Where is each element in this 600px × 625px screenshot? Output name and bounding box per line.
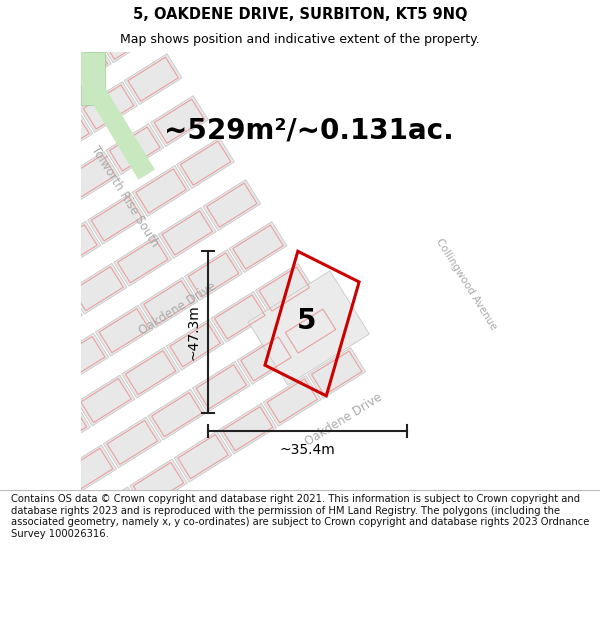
- Polygon shape: [158, 208, 216, 258]
- Text: Oakdene Drive: Oakdene Drive: [303, 391, 385, 449]
- Polygon shape: [61, 151, 119, 202]
- Polygon shape: [98, 12, 156, 62]
- Polygon shape: [203, 180, 261, 231]
- Polygon shape: [0, 542, 53, 593]
- Polygon shape: [6, 361, 64, 412]
- Polygon shape: [193, 361, 250, 412]
- Polygon shape: [140, 278, 198, 328]
- Text: Contains OS data © Crown copyright and database right 2021. This information is : Contains OS data © Crown copyright and d…: [11, 494, 589, 539]
- Text: 5: 5: [297, 308, 316, 336]
- Polygon shape: [35, 109, 93, 161]
- Polygon shape: [0, 207, 30, 258]
- Polygon shape: [0, 459, 1, 509]
- Polygon shape: [40, 515, 98, 566]
- Polygon shape: [9, 68, 67, 118]
- Polygon shape: [114, 236, 172, 286]
- Polygon shape: [151, 96, 208, 147]
- Polygon shape: [51, 333, 109, 384]
- Polygon shape: [80, 82, 137, 132]
- Polygon shape: [103, 417, 161, 468]
- Polygon shape: [0, 96, 22, 146]
- Polygon shape: [81, 52, 105, 104]
- Polygon shape: [0, 277, 11, 328]
- Polygon shape: [177, 138, 235, 189]
- Polygon shape: [308, 348, 365, 399]
- Polygon shape: [148, 389, 206, 440]
- Text: ~47.3m: ~47.3m: [186, 304, 200, 360]
- Polygon shape: [122, 348, 179, 398]
- Polygon shape: [0, 501, 28, 551]
- Polygon shape: [32, 403, 91, 454]
- Polygon shape: [130, 459, 187, 510]
- Polygon shape: [17, 179, 74, 230]
- Polygon shape: [185, 249, 242, 301]
- Polygon shape: [85, 487, 143, 538]
- Polygon shape: [281, 306, 340, 356]
- Text: Tolworth Rise South: Tolworth Rise South: [88, 144, 161, 249]
- Text: ~35.4m: ~35.4m: [280, 443, 335, 457]
- Polygon shape: [0, 571, 9, 621]
- Polygon shape: [14, 472, 72, 524]
- Polygon shape: [237, 334, 295, 384]
- Polygon shape: [0, 389, 20, 439]
- Polygon shape: [69, 263, 127, 314]
- Polygon shape: [0, 319, 38, 370]
- Text: Map shows position and indicative extent of the property.: Map shows position and indicative extent…: [120, 32, 480, 46]
- Polygon shape: [248, 271, 370, 385]
- Text: Collingwood Avenue: Collingwood Avenue: [434, 237, 499, 332]
- Polygon shape: [72, 0, 130, 21]
- Polygon shape: [25, 291, 82, 342]
- Polygon shape: [77, 375, 135, 426]
- Text: 5, OAKDENE DRIVE, SURBITON, KT5 9NQ: 5, OAKDENE DRIVE, SURBITON, KT5 9NQ: [133, 7, 467, 22]
- Polygon shape: [0, 138, 49, 188]
- Polygon shape: [106, 124, 164, 174]
- Polygon shape: [174, 431, 232, 482]
- Polygon shape: [51, 25, 155, 179]
- Polygon shape: [59, 445, 116, 496]
- Text: ~529m²/~0.131ac.: ~529m²/~0.131ac.: [164, 117, 454, 145]
- Text: Oakdene Drive: Oakdene Drive: [136, 279, 218, 337]
- Polygon shape: [53, 39, 111, 91]
- Polygon shape: [88, 194, 145, 244]
- Polygon shape: [0, 249, 56, 300]
- Polygon shape: [0, 165, 4, 216]
- Polygon shape: [0, 26, 40, 76]
- Polygon shape: [263, 376, 321, 426]
- Polygon shape: [95, 305, 153, 356]
- Polygon shape: [211, 291, 269, 342]
- Polygon shape: [256, 264, 313, 314]
- Polygon shape: [132, 166, 190, 216]
- Polygon shape: [124, 54, 182, 104]
- Polygon shape: [218, 403, 277, 454]
- Polygon shape: [229, 222, 287, 272]
- Polygon shape: [43, 221, 101, 272]
- Polygon shape: [0, 431, 46, 482]
- Polygon shape: [27, 0, 85, 49]
- Polygon shape: [166, 319, 224, 370]
